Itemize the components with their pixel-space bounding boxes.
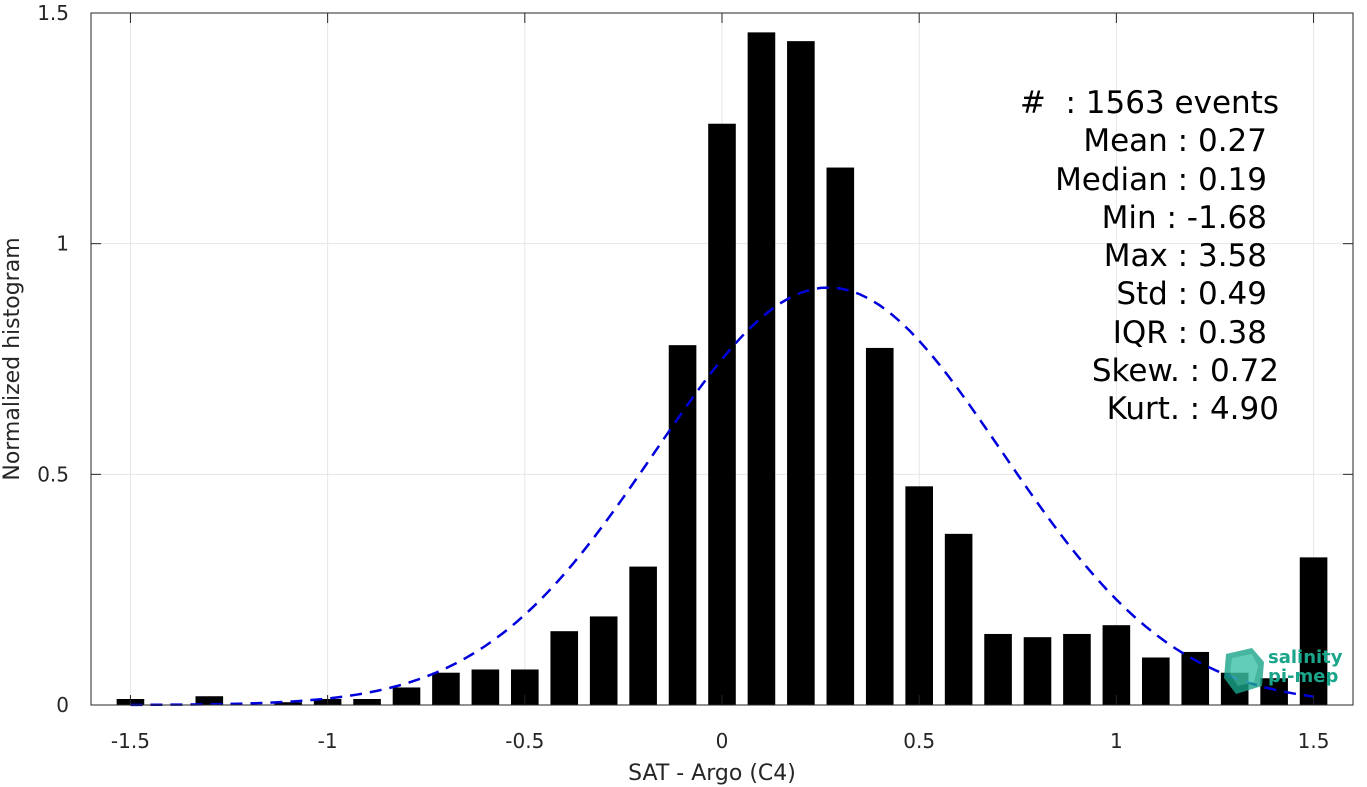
x-tick-labels: -1.5 -1 -0.5 0 0.5 1 1.5 — [111, 729, 1330, 753]
y-tick-label: 0 — [56, 693, 69, 717]
histogram-bar — [747, 32, 776, 706]
histogram-bar — [708, 123, 736, 706]
histogram-bar — [274, 702, 302, 705]
logo-mark-icon — [1224, 648, 1264, 694]
stat-median: Median : 0.19 — [1055, 161, 1267, 198]
y-tick-label: 0.5 — [37, 462, 69, 486]
x-axis-label: SAT - Argo (C4) — [628, 761, 796, 786]
logo-line-2: pi-mep — [1268, 666, 1339, 687]
histogram-bar — [471, 669, 500, 705]
histogram-bar — [826, 167, 855, 706]
y-axis-label: Normalized histogram — [0, 237, 25, 480]
stat-kurt: Kurt. : 4.90 — [1106, 391, 1279, 428]
statistics-box: # : 1563 events Mean : 0.27 Median : 0.1… — [1020, 84, 1279, 429]
logo-line-1: salinity — [1268, 647, 1343, 668]
x-tick-label: -1.5 — [111, 729, 150, 753]
stat-skew: Skew. : 0.72 — [1091, 353, 1279, 390]
y-tick-label: 1 — [56, 232, 69, 256]
histogram-bars — [116, 32, 1328, 706]
histogram-bar — [984, 633, 1012, 705]
histogram-bar — [1299, 557, 1328, 705]
salinity-pimep-logo: salinity pi-mep — [1222, 648, 1352, 696]
histogram-bar — [1063, 633, 1091, 705]
histogram-bar — [668, 345, 697, 705]
histogram-bar — [1102, 625, 1131, 705]
histogram-bar — [629, 566, 657, 705]
stat-std: Std : 0.49 — [1116, 276, 1267, 313]
histogram-bar — [432, 672, 460, 705]
x-tick-label: 1 — [1110, 729, 1123, 753]
histogram-bar — [1023, 637, 1052, 705]
stat-min: Min : -1.68 — [1101, 199, 1267, 236]
x-tick-label: 0.5 — [903, 729, 935, 753]
stat-events: # : 1563 events — [1019, 85, 1279, 121]
histogram-bar — [944, 533, 973, 705]
histogram-bar — [589, 616, 618, 705]
x-tick-label: -0.5 — [505, 729, 544, 753]
histogram-bar — [353, 699, 381, 705]
histogram-bar — [1260, 678, 1288, 705]
stat-mean: Mean : 0.27 — [1083, 123, 1267, 160]
histogram-bar — [865, 347, 894, 705]
axis-ticks — [91, 12, 1353, 706]
histogram-bar — [905, 486, 933, 705]
x-tick-label: -1 — [318, 729, 338, 753]
y-tick-label: 1.5 — [37, 1, 69, 25]
histogram-bar — [787, 41, 815, 705]
x-tick-label: 1.5 — [1298, 729, 1330, 753]
histogram-bar — [195, 696, 224, 705]
stat-iqr: IQR : 0.38 — [1112, 314, 1267, 351]
histogram-bar — [550, 631, 579, 705]
x-tick-label: 0 — [716, 729, 729, 753]
histogram-bar — [392, 687, 421, 705]
y-tick-labels: 0 0.5 1 1.5 — [37, 1, 69, 717]
normal-fit-curve — [130, 286, 1314, 707]
stat-max: Max : 3.58 — [1103, 238, 1267, 275]
histogram-bar — [1142, 657, 1170, 705]
